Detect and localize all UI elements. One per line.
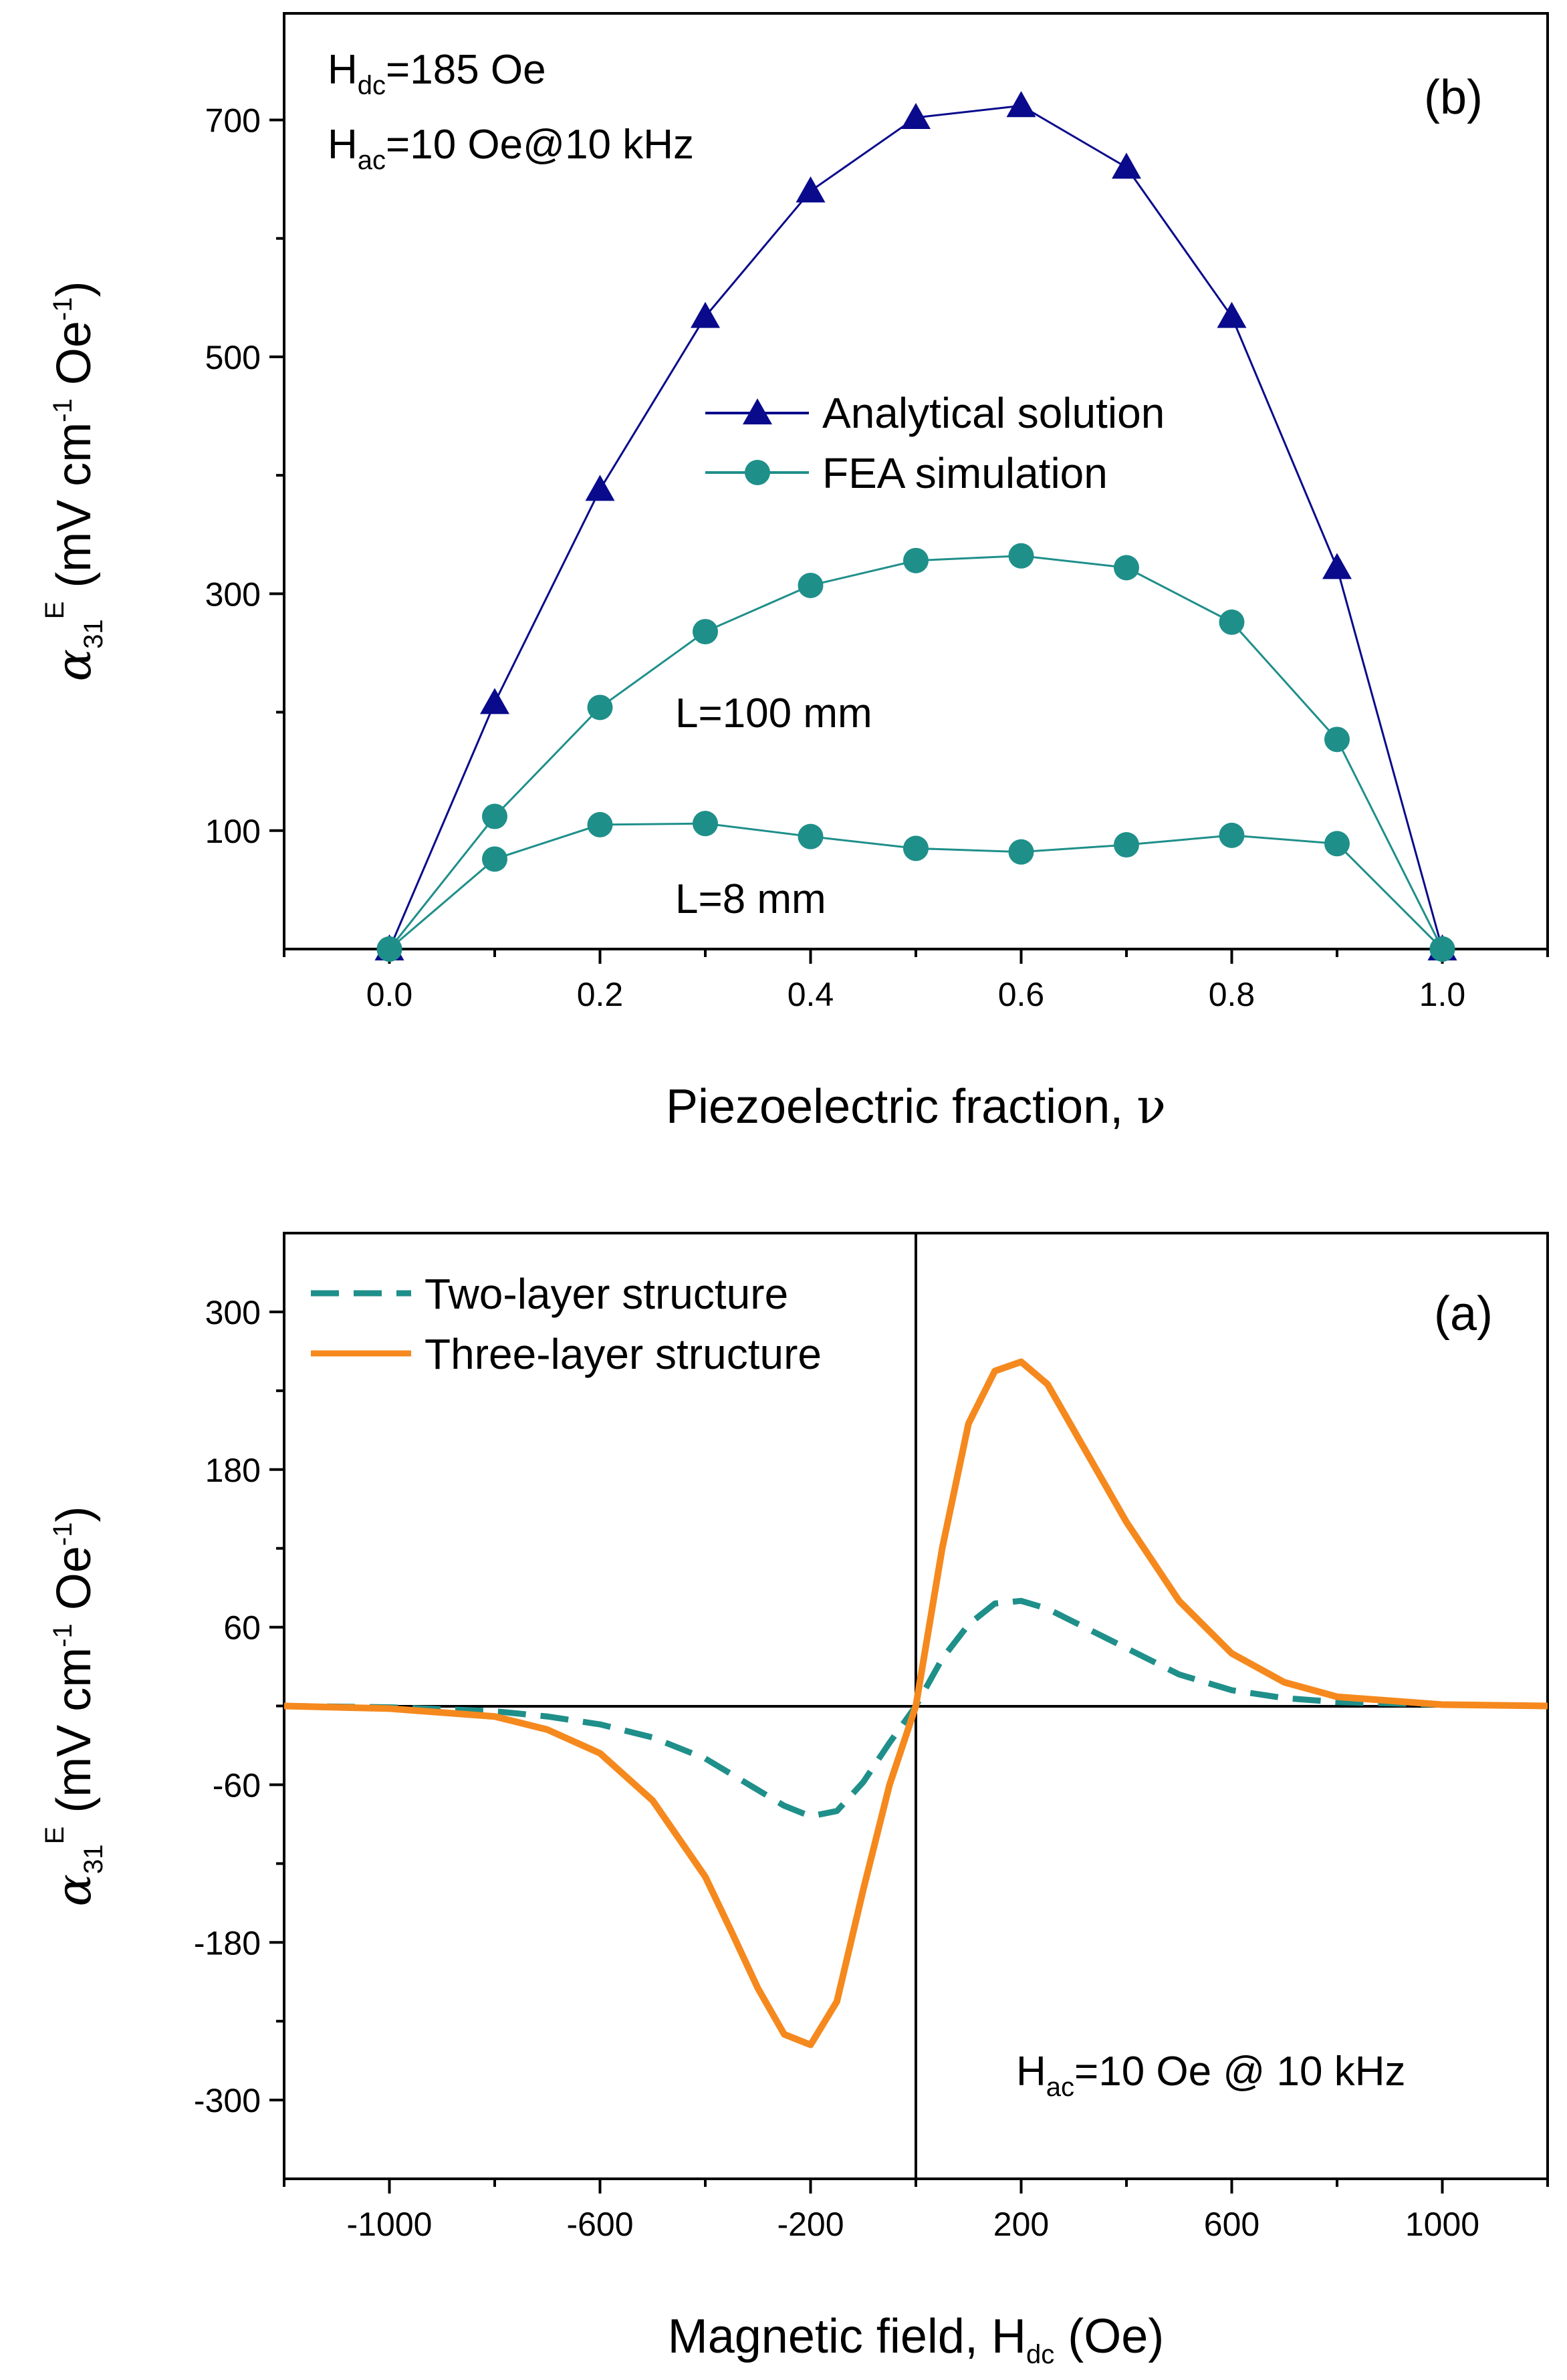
- b-ytick-label: 500: [205, 339, 261, 376]
- b-xtick-label: 0.4: [788, 976, 834, 1013]
- a-xtick-label: -200: [777, 2206, 844, 2243]
- b-point-triangle: [796, 176, 826, 203]
- b-ytick-label: 300: [205, 575, 261, 613]
- b-point-circle: [1219, 822, 1245, 848]
- panel-a-x-axis-title: Magnetic field, Hdc (Oe): [668, 2310, 1165, 2369]
- b-point-triangle: [480, 688, 509, 714]
- b-point-circle: [376, 936, 402, 962]
- a-ytick-label: -60: [213, 1766, 261, 1804]
- b-point-circle: [693, 619, 718, 645]
- legend-three-layer-text: Three-layer structure: [425, 1330, 822, 1378]
- b-point-triangle: [691, 301, 720, 328]
- a-three-layer-curve: [283, 1358, 1548, 2048]
- panel-b-l8-label: L=8 mm: [675, 876, 826, 922]
- b-xtick-label: 0.2: [577, 976, 624, 1013]
- b-point-triangle: [901, 102, 931, 129]
- b-xtick-label: 0.0: [366, 976, 413, 1013]
- b-point-circle: [587, 694, 613, 720]
- panel-b-label: (b): [1424, 71, 1483, 124]
- b-xtick-label: 0.8: [1209, 976, 1255, 1013]
- a-ytick-label: 60: [223, 1609, 261, 1647]
- a-xtick-label: 200: [993, 2206, 1049, 2243]
- panel-b-legend: Analytical solution FEA simulation: [705, 389, 1165, 497]
- panel-a-hac: Hac=10 Oe @ 10 kHz: [1016, 2048, 1406, 2102]
- a-xtick-label: 1000: [1405, 2206, 1479, 2243]
- panel-a-ticks: -1000 -600 -200 200 600 1000 -300 -180 -60 60 180 3…: [194, 1294, 1549, 2243]
- a-two-layer-curve: [283, 1597, 1548, 1820]
- panel-b-hac: Hac=10 Oe@10 kHz: [328, 122, 694, 175]
- b-point-circle: [798, 823, 824, 849]
- b-point-circle: [1114, 555, 1139, 581]
- b-point-triangle: [585, 475, 615, 501]
- b-point-circle: [1008, 543, 1034, 569]
- a-ytick-label: -300: [194, 2082, 261, 2119]
- b-point-circle: [482, 803, 507, 829]
- panel-b-hdc: Hdc=185 Oe: [328, 47, 546, 100]
- b-point-circle: [1324, 726, 1350, 753]
- panel-b-y-axis-title: α31E (mV cm-1 Oe-1): [40, 281, 108, 682]
- legend-fea-marker: [745, 460, 770, 485]
- panel-b-x-axis-title: Piezoelectric fraction, ν: [666, 1078, 1166, 1134]
- panel-a-label: (a): [1434, 1287, 1493, 1341]
- b-point-circle: [903, 547, 929, 573]
- b-point-triangle: [1112, 152, 1141, 179]
- a-xtick-label: -1000: [347, 2206, 433, 2243]
- b-ytick-label: 700: [205, 102, 261, 139]
- b-point-triangle: [1006, 91, 1036, 118]
- panel-b-l100-label: L=100 mm: [675, 690, 872, 737]
- panel-a-legend: Two-layer structure Three-layer structur…: [311, 1270, 822, 1378]
- b-point-circle: [1324, 831, 1350, 857]
- b-point-circle: [903, 835, 929, 862]
- a-xtick-label: 600: [1204, 2206, 1259, 2243]
- panel-b-series: [374, 91, 1457, 962]
- b-point-circle: [798, 572, 824, 598]
- b-point-circle: [1219, 609, 1245, 635]
- b-xtick-label: 0.6: [998, 976, 1045, 1013]
- a-ytick-label: -180: [194, 1924, 261, 1962]
- b-point-circle: [587, 811, 613, 837]
- panel-b: 0.0 0.2 0.4 0.6 0.8 1.0 100 300 500 700 (b) Hdc=1…: [40, 12, 1549, 1134]
- panel-a-y-axis-title: α31E (mV cm-1 Oe-1): [40, 1506, 108, 1907]
- a-ytick-label: 180: [205, 1452, 261, 1489]
- b-point-triangle: [1217, 301, 1247, 328]
- legend-analytical-text: Analytical solution: [822, 389, 1165, 437]
- b-point-circle: [1114, 832, 1139, 858]
- b-xtick-label: 1.0: [1419, 976, 1466, 1013]
- panel-a: -1000 -600 -200 200 600 1000 -300 -180 -60 60 180 3…: [40, 1232, 1549, 2369]
- panel-a-series: [283, 1358, 1548, 2048]
- panel-b-ticks: 0.0 0.2 0.4 0.6 0.8 1.0 100 300 500 700: [205, 102, 1549, 1013]
- b-point-circle: [693, 811, 718, 837]
- b-series-line: [388, 104, 1443, 950]
- b-point-triangle: [1322, 553, 1352, 579]
- a-xtick-label: -600: [566, 2206, 633, 2243]
- legend-two-layer-text: Two-layer structure: [425, 1270, 788, 1318]
- legend-analytical-marker: [743, 398, 772, 424]
- b-ytick-label: 100: [205, 813, 261, 850]
- b-point-circle: [482, 846, 507, 872]
- legend-fea-text: FEA simulation: [822, 449, 1108, 497]
- a-ytick-label: 300: [205, 1294, 261, 1331]
- b-point-circle: [1429, 936, 1455, 962]
- b-point-circle: [1008, 839, 1034, 865]
- b-series-line: [388, 555, 1443, 950]
